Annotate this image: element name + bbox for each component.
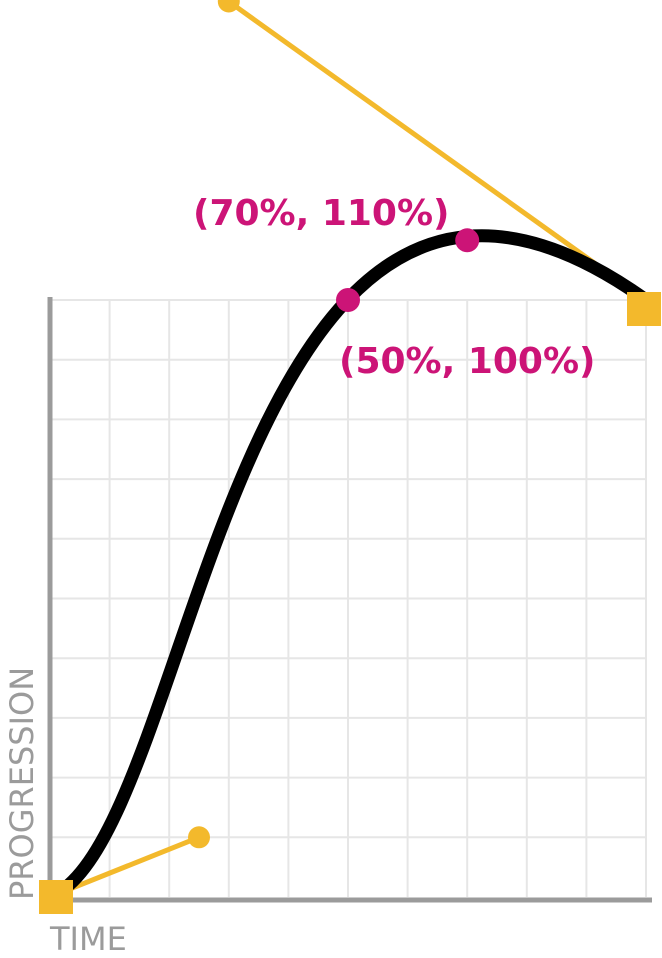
highlight-points [336, 228, 480, 312]
highlight-label-70-110: (70%, 110%) [193, 193, 450, 234]
control-point-2-dot [217, 0, 240, 13]
end-point-square [627, 292, 661, 326]
control-handles [49, 0, 648, 900]
handle-line-end [227, 0, 648, 303]
curve-layer [39, 229, 661, 914]
y-axis-label: PROGRESSION [3, 667, 41, 900]
axes [47, 297, 652, 903]
highlight-point-0 [336, 288, 360, 312]
highlight-point-1 [455, 228, 480, 253]
start-point-square [39, 880, 73, 914]
x-axis-label: TIME [49, 920, 127, 953]
control-point-1-dot [188, 826, 210, 849]
highlight-label-50-100: (50%, 100%) [339, 341, 596, 382]
easing-curve [43, 229, 653, 904]
grid [50, 299, 647, 897]
